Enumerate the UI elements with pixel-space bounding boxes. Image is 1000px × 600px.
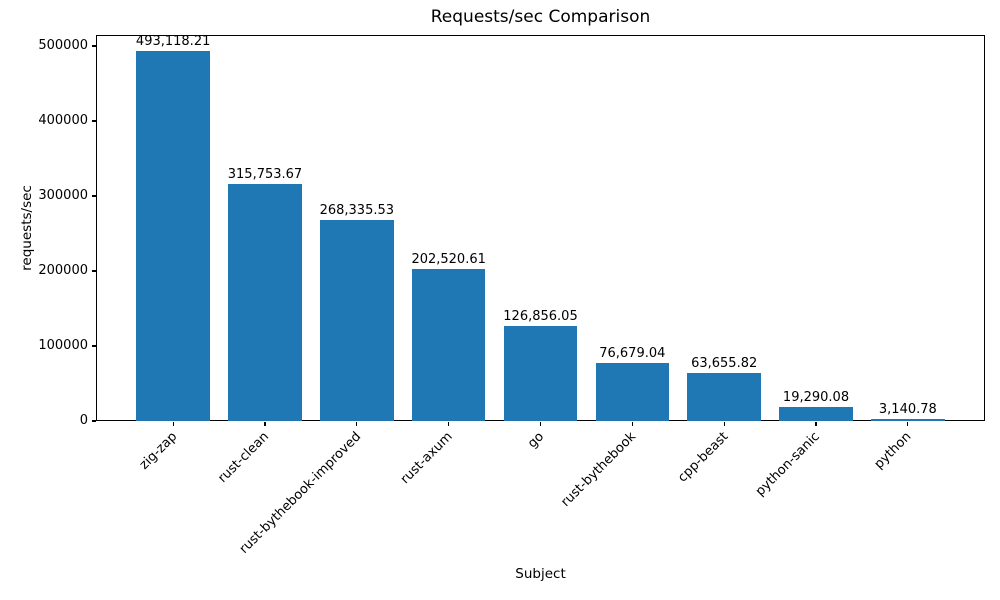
x-tick-label: zig-zap <box>136 429 181 473</box>
bar <box>595 363 670 421</box>
y-tick-mark <box>92 195 96 197</box>
x-tick-mark <box>539 422 542 426</box>
y-tick-mark <box>92 345 96 347</box>
bar-value-label: 315,753.67 <box>227 167 303 183</box>
x-tick-label: rust-axum <box>397 429 456 488</box>
bar-value-label: 202,520.61 <box>411 252 486 268</box>
bar <box>228 184 302 421</box>
bar <box>320 219 394 421</box>
bar-value-label: 268,335.53 <box>319 202 395 218</box>
x-tick-mark <box>723 422 725 426</box>
bar <box>136 51 210 421</box>
y-tick-label: 300000 <box>38 188 88 203</box>
x-tick-mark <box>907 422 909 426</box>
x-axis-label: Subject <box>515 566 566 582</box>
x-tick-mark <box>448 422 450 426</box>
x-tick-mark <box>356 422 358 426</box>
y-tick-mark <box>92 120 96 122</box>
x-tick-label: python-sanic <box>752 429 823 500</box>
bar <box>503 325 578 421</box>
bar <box>411 269 486 421</box>
x-tick-mark <box>631 422 633 426</box>
y-tick-mark <box>92 420 96 422</box>
y-tick-label: 200000 <box>38 263 88 278</box>
x-tick-mark <box>172 422 174 426</box>
y-tick-mark <box>92 270 96 272</box>
x-tick-label: go <box>525 429 548 452</box>
bar-value-label: 63,655.82 <box>691 356 758 372</box>
y-tick-mark <box>92 45 96 47</box>
x-tick-label: rust-bythebook <box>558 429 640 510</box>
bar-value-label: 3,140.78 <box>878 401 937 417</box>
x-tick-mark <box>815 422 817 426</box>
x-tick-label: rust-clean <box>215 429 272 486</box>
x-tick-mark <box>264 422 266 426</box>
bar-value-label: 126,856.05 <box>503 308 578 324</box>
y-tick-label: 400000 <box>38 113 88 128</box>
x-tick-label: python <box>871 429 915 473</box>
chart-title: Requests/sec Comparison <box>430 7 651 27</box>
bar-value-label: 76,679.04 <box>599 346 666 362</box>
y-tick-label: 500000 <box>38 38 88 53</box>
bar <box>871 418 945 421</box>
y-tick-label: 100000 <box>38 338 88 353</box>
bar-value-label: 493,118.21 <box>135 34 211 50</box>
bar <box>779 406 853 421</box>
y-tick-label: 0 <box>79 413 88 428</box>
x-tick-label: cpp-beast <box>674 429 732 486</box>
bar-value-label: 19,290.08 <box>782 389 850 405</box>
y-axis-label-container: requests/sec <box>13 35 41 421</box>
bar <box>687 373 761 421</box>
